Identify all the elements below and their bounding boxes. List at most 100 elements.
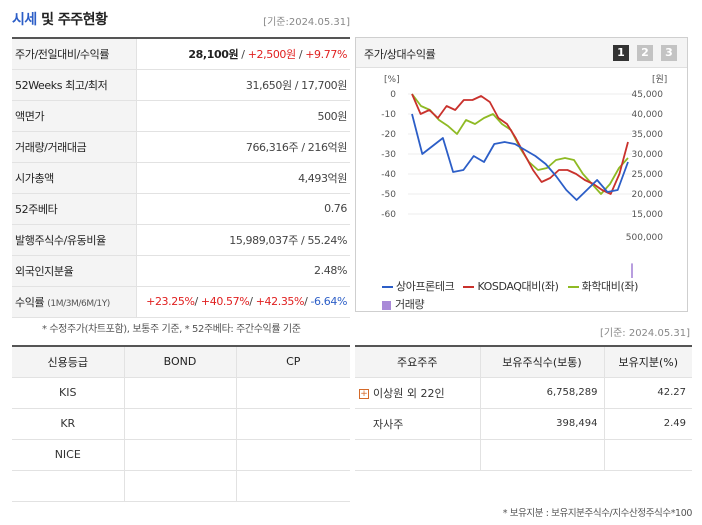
left-tick-label: -60 — [381, 210, 396, 220]
row-label: 외국인지분율 — [12, 255, 137, 287]
table-row: 52주베타 0.76 — [12, 193, 350, 225]
legend-line-icon — [463, 286, 475, 288]
holder-name — [355, 439, 481, 471]
row-value: 15,989,037주 / 55.24% — [136, 224, 350, 256]
table-row: 발행주식수/유동비율 15,989,037주 / 55.24% — [12, 224, 350, 256]
expand-plus-icon[interactable]: + — [359, 388, 369, 399]
table-row: 외국인지분율 2.48% — [12, 255, 350, 287]
table-header-row: 신용등급 BOND CP — [12, 346, 350, 378]
table-row — [12, 470, 350, 502]
left-tick-label: -20 — [381, 130, 396, 140]
chart-legend: 상아프론테크 KOSDAQ대비(좌) 화학대비(좌) 거래량 — [382, 278, 644, 312]
column-header: CP — [236, 346, 350, 378]
row-label: 수익률 (1M/3M/6M/1Y) — [12, 286, 137, 318]
cp-rating — [236, 470, 350, 502]
agency-name: KR — [12, 408, 125, 440]
legend-item: 상아프론테크 — [382, 278, 455, 294]
credit-rating-table: 신용등급 BOND CP KIS KR NICE — [12, 345, 350, 502]
page-title: 시세 및 주주현황 — [12, 12, 108, 28]
holder-shares: 6,758,289 — [480, 377, 605, 409]
table-row: 거래량/거래대금 766,316주 / 216억원 — [12, 131, 350, 163]
table-row: 수익률 (1M/3M/6M/1Y) +23.25%/ +40.57%/ +42.… — [12, 286, 350, 318]
left-tick-label: -30 — [381, 150, 396, 160]
cp-rating — [236, 439, 350, 471]
table-row: 52Weeks 최고/최저 31,650원 / 17,700원 — [12, 69, 350, 101]
table-row: NICE — [12, 439, 350, 471]
legend-square-icon — [382, 300, 391, 310]
chart-header: 주가/상대수익률 1 2 3 — [356, 38, 687, 68]
row-label: 시가총액 — [12, 162, 137, 194]
legend-item: 화학대비(좌) — [567, 278, 638, 294]
chart-tab-2[interactable]: 2 — [637, 45, 653, 61]
right-tick-label: 35,000 — [632, 130, 664, 140]
chart-tab-3[interactable]: 3 — [661, 45, 677, 61]
stock-chart: [%] [원] 0 45,000 -10 40,000 -20 35,000 -30 30,000… — [381, 74, 667, 278]
price-table: 주가/전일대비/수익률 28,100원 / +2,500원 / +9.77% 5… — [12, 37, 350, 318]
holder-pct — [604, 439, 692, 471]
bond-rating — [124, 439, 237, 471]
table-row: 주가/전일대비/수익률 28,100원 / +2,500원 / +9.77% — [12, 38, 350, 70]
row-label: 주가/전일대비/수익률 — [12, 38, 137, 70]
bond-rating — [124, 377, 237, 409]
chart-tab-1[interactable]: 1 — [613, 45, 629, 61]
left-tick-label: 0 — [390, 90, 396, 100]
holder-shares: 398,494 — [480, 408, 605, 440]
cp-rating — [236, 377, 350, 409]
right-tick-label: 15,000 — [632, 210, 664, 220]
holder-pct: 2.49 — [604, 408, 692, 440]
table-header-row: 주요주주 보유주식수(보통) 보유지분(%) — [355, 346, 692, 378]
table-row: 액면가 500원 — [12, 100, 350, 132]
shareholders-table: 주요주주 보유주식수(보통) 보유지분(%) + 이상원 외 22인 6,758,… — [355, 345, 692, 471]
table-row: KIS — [12, 377, 350, 409]
row-label: 거래량/거래대금 — [12, 131, 137, 163]
section-header: 시세 및 주주현황 [기준:2024.05.31] — [12, 9, 350, 31]
row-value: 31,650원 / 17,700원 — [136, 69, 350, 101]
column-header: 주요주주 — [355, 346, 481, 378]
shareholder-footnote: * 보유지분 : 보유지분주식수/지수산정주식수*100 — [502, 508, 693, 519]
right-tick-label: 40,000 — [632, 110, 664, 120]
holder-shares — [480, 439, 605, 471]
column-header: 보유주식수(보통) — [480, 346, 605, 378]
agency-name: NICE — [12, 439, 125, 471]
chart-panel: 주가/상대수익률 1 2 3 [%] [원] 0 45,000 -10 40,000 -20… — [355, 37, 688, 312]
right-tick-label: 20,000 — [632, 190, 664, 200]
right-axis-unit: [원] — [652, 74, 667, 85]
row-label: 52Weeks 최고/최저 — [12, 69, 137, 101]
row-value: 0.76 — [136, 193, 350, 225]
column-header: 신용등급 — [12, 346, 125, 378]
left-tick-label: -40 — [381, 170, 396, 180]
row-label: 액면가 — [12, 100, 137, 132]
row-value: 500원 — [136, 100, 350, 132]
reference-date: [기준:2024.05.31] — [263, 17, 350, 28]
legend-line-icon — [382, 286, 393, 288]
returns-value: +23.25%/ +40.57%/ +42.35%/ -6.64% — [136, 286, 350, 318]
chart-title: 주가/상대수익률 — [364, 48, 436, 61]
legend-item: KOSDAQ대비(좌) — [463, 278, 559, 294]
table-row: 자사주 398,494 2.49 — [355, 408, 692, 440]
row-value: 766,316주 / 216억원 — [136, 131, 350, 163]
table-row: + 이상원 외 22인 6,758,289 42.27 — [355, 377, 692, 409]
row-value: 2.48% — [136, 255, 350, 287]
row-label: 발행주식수/유동비율 — [12, 224, 137, 256]
left-tick-label: -10 — [381, 110, 396, 120]
agency-name: KIS — [12, 377, 125, 409]
chart-reference-date: [기준: 2024.05.31] — [599, 328, 690, 339]
volume-bar — [631, 263, 633, 278]
bond-rating — [124, 408, 237, 440]
volume-tick-label: 500,000 — [626, 233, 663, 243]
column-header: 보유지분(%) — [604, 346, 692, 378]
left-axis-unit: [%] — [384, 75, 400, 85]
holder-name: 자사주 — [355, 408, 481, 440]
legend-line-icon — [567, 286, 579, 288]
table-row: 시가총액 4,493억원 — [12, 162, 350, 194]
agency-name — [12, 470, 125, 502]
price-value: 28,100원 / +2,500원 / +9.77% — [136, 38, 350, 70]
right-tick-label: 45,000 — [632, 90, 664, 100]
legend-item: 거래량 — [382, 296, 425, 312]
row-value: 4,493억원 — [136, 162, 350, 194]
right-tick-label: 25,000 — [632, 170, 664, 180]
cp-rating — [236, 408, 350, 440]
holder-name: + 이상원 외 22인 — [355, 377, 481, 409]
table-row: KR — [12, 408, 350, 440]
table-row — [355, 439, 692, 471]
